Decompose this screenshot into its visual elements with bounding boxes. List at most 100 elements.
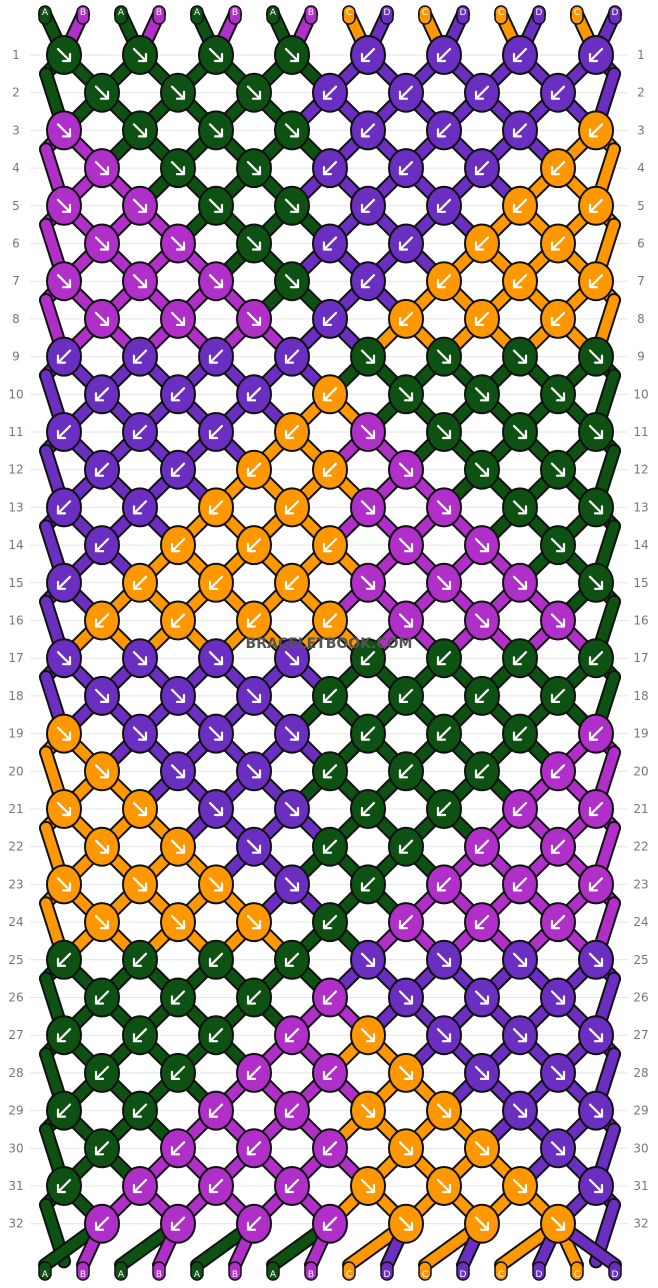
arrow-down-right-icon: [398, 462, 414, 477]
arrow-down-left-icon: [132, 1028, 148, 1043]
string-top-cap: [380, 5, 394, 25]
arrow-down-right-icon: [94, 764, 110, 779]
knot: [46, 1166, 82, 1206]
knot: [426, 412, 462, 452]
row-number-left: 24: [8, 915, 23, 929]
row-number-right: 16: [633, 614, 648, 628]
arrow-down-left-icon: [322, 311, 338, 326]
knot: [46, 487, 82, 528]
arrow-down-right-icon: [208, 198, 224, 213]
knot: [540, 1128, 576, 1169]
arrow-down-right-icon: [550, 462, 566, 477]
arrow-down-left-icon: [550, 236, 566, 251]
arrow-down-left-icon: [360, 801, 376, 817]
arrow-down-left-icon: [170, 990, 186, 1005]
knot: [46, 185, 82, 226]
watermark: BRACELETBOOK.COM: [246, 636, 413, 652]
arrow-down-left-icon: [170, 387, 186, 402]
knot: [426, 185, 462, 226]
arrow-down-left-icon: [550, 161, 566, 176]
row-number-left: 12: [8, 463, 23, 477]
knot: [502, 939, 538, 980]
knot: [578, 1166, 614, 1206]
knot: [502, 261, 538, 302]
arrow-down-left-icon: [322, 613, 338, 628]
arrow-down-right-icon: [436, 952, 452, 967]
knot: [540, 1052, 576, 1093]
knot: [464, 374, 500, 415]
row-number-left: 5: [12, 199, 20, 213]
knot: [502, 789, 538, 829]
arrow-down-right-icon: [474, 990, 490, 1005]
row-number-left: 32: [8, 1217, 23, 1231]
knot: [578, 487, 614, 528]
knot: [46, 1015, 82, 1056]
knot: [160, 223, 196, 264]
arrow-down-left-icon: [360, 726, 376, 741]
knot: [312, 902, 348, 943]
knot: [464, 600, 500, 641]
arrow-down-right-icon: [360, 349, 376, 364]
knot: [274, 713, 310, 754]
knot: [84, 1052, 120, 1093]
arrow-down-left-icon: [284, 1178, 300, 1194]
knot: [312, 1203, 348, 1244]
knot: [84, 751, 120, 792]
knot: [578, 35, 614, 75]
knot: [46, 939, 82, 980]
knot: [578, 939, 614, 980]
arrow-down-left-icon: [322, 387, 338, 402]
arrow-down-left-icon: [512, 47, 528, 63]
arrow-down-right-icon: [208, 877, 224, 892]
arrow-down-right-icon: [474, 1065, 490, 1081]
knot: [198, 336, 234, 377]
arrow-down-right-icon: [132, 47, 148, 63]
arrow-down-left-icon: [284, 575, 300, 590]
arrow-down-left-icon: [436, 198, 452, 213]
arrow-down-left-icon: [56, 952, 72, 967]
knot: [84, 525, 120, 566]
string-top-label: B: [156, 8, 162, 18]
arrow-down-right-icon: [398, 387, 414, 402]
knot: [578, 185, 614, 226]
knot: [426, 939, 462, 980]
arrow-down-left-icon: [588, 877, 604, 892]
knot: [388, 675, 424, 716]
arrow-down-right-icon: [132, 726, 148, 741]
arrow-down-right-icon: [170, 688, 186, 704]
knot: [160, 1128, 196, 1169]
arrow-down-right-icon: [56, 877, 72, 892]
arrow-down-right-icon: [512, 424, 528, 440]
arrow-down-left-icon: [398, 839, 414, 854]
arrow-down-right-icon: [132, 274, 148, 289]
string-top-label: C: [346, 8, 352, 18]
arrow-down-right-icon: [550, 990, 566, 1005]
arrow-down-left-icon: [474, 85, 490, 100]
knot: [388, 977, 424, 1018]
arrow-down-left-icon: [360, 274, 376, 289]
arrow-down-right-icon: [550, 1216, 566, 1231]
arrow-down-left-icon: [208, 500, 224, 515]
knot: [274, 562, 310, 603]
knot: [388, 449, 424, 490]
knot: [84, 826, 120, 867]
knot: [274, 336, 310, 377]
string-bottom-cap: [76, 1261, 90, 1281]
knot: [350, 487, 386, 528]
knot: [312, 977, 348, 1018]
knot: [426, 1090, 462, 1131]
knot: [464, 902, 500, 943]
arrow-down-right-icon: [132, 123, 148, 138]
string-top-label: C: [498, 8, 504, 18]
knot: [388, 902, 424, 943]
knot: [350, 1166, 386, 1206]
string-top-cap: [342, 5, 356, 25]
row-number-left: 14: [8, 538, 23, 552]
knot: [236, 72, 272, 113]
knot: [198, 789, 234, 829]
knot: [502, 562, 538, 603]
knot: [274, 638, 310, 679]
knot: [198, 1015, 234, 1056]
